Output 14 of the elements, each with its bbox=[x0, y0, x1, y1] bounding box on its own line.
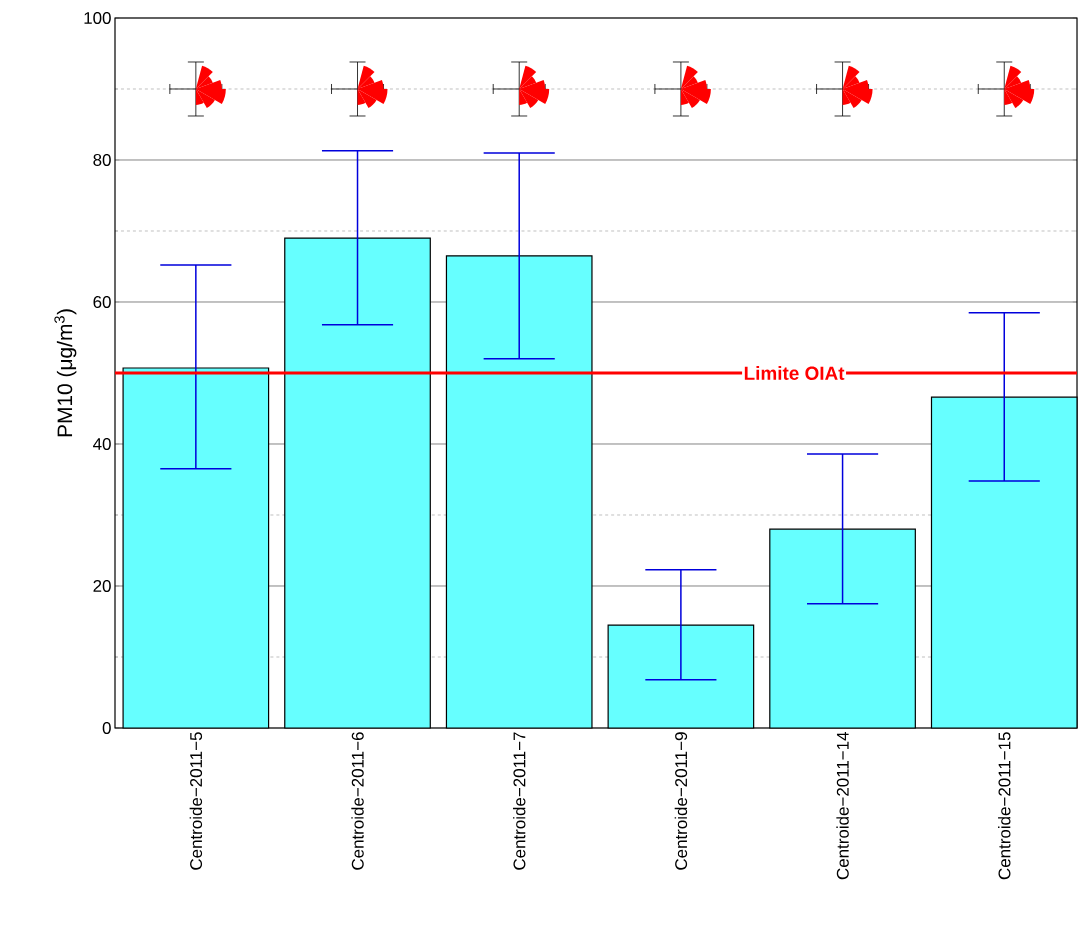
y-tick-label: 40 bbox=[93, 438, 111, 450]
x-tick-label: Centroide−2011−9 bbox=[674, 732, 688, 870]
y-tick-label: 60 bbox=[93, 296, 111, 308]
y-tick-label: 100 bbox=[84, 11, 111, 24]
x-tick-label: Centroide−2011−15 bbox=[998, 732, 1011, 880]
ref-line-label: Limite OIAt bbox=[744, 366, 845, 380]
y-tick-label: 20 bbox=[93, 580, 111, 592]
y-axis-title: PM10 (μg/m$^{3}$) bbox=[54, 309, 77, 437]
y-tick-label: 0 bbox=[102, 722, 111, 734]
x-tick-label: Centroide−2011−6 bbox=[351, 732, 364, 870]
x-tick-label: Centroide−2011−7 bbox=[512, 732, 526, 870]
y-tick-label: 80 bbox=[93, 153, 111, 166]
x-tick-label: Centroide−2011−5 bbox=[189, 732, 203, 870]
x-tick-label: Centroide−2011−14 bbox=[836, 732, 849, 880]
